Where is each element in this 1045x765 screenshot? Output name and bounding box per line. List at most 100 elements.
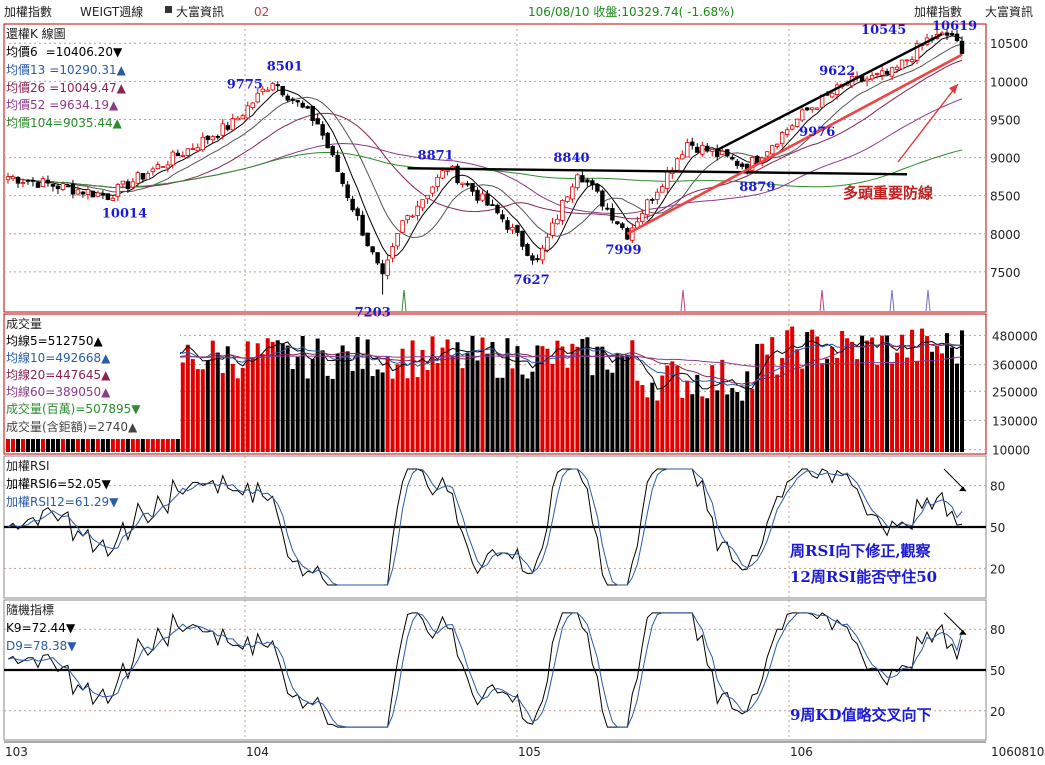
candle-down	[355, 208, 360, 216]
volume-bar-down	[960, 330, 964, 452]
volume-bar-up	[270, 341, 275, 452]
signal-spike	[925, 289, 931, 312]
kd-y-tick: 20	[990, 705, 1005, 719]
volume-bar-up	[190, 359, 195, 452]
rsi-annotation-line2: 12周RSI能否守住50	[790, 568, 937, 586]
candle-up	[510, 227, 515, 231]
rsi-series-2	[7, 468, 963, 586]
legend-vol-main: 成交量(百萬)=507895▼	[6, 401, 141, 416]
volume-bar-down	[535, 345, 540, 452]
candle-up	[430, 186, 435, 194]
candle-up	[210, 136, 215, 141]
candle-up	[155, 164, 161, 170]
volume-bar-down	[360, 368, 365, 452]
volume-bar-up	[925, 336, 930, 452]
candle-up	[395, 233, 400, 247]
candle-down	[490, 204, 495, 207]
volume-bar-up	[450, 355, 455, 452]
volume-bar-up	[780, 357, 785, 452]
volume-bar-down	[485, 353, 490, 452]
candle-up	[794, 118, 800, 127]
volume-bar-up	[700, 396, 705, 452]
candle-up	[230, 118, 235, 131]
candle-down	[495, 204, 500, 214]
volume-bar-down	[330, 378, 335, 452]
volume-bar-up	[265, 338, 270, 452]
candle-up	[914, 43, 920, 61]
candle-down	[615, 221, 620, 225]
volume-bar-up	[245, 341, 250, 452]
candle-up	[874, 72, 880, 75]
x-axis: 103 104 105 106 1060810	[4, 741, 1044, 759]
candle-down	[954, 33, 960, 41]
volume-bar-down	[725, 394, 730, 452]
volume-bar-down	[490, 341, 495, 452]
candle-up	[565, 196, 570, 202]
x-label-105: 105	[518, 745, 541, 759]
volume-y-tick: 130000	[992, 414, 1038, 428]
candle-down	[884, 71, 890, 75]
volume-bar-up	[550, 363, 555, 452]
candle-down	[30, 179, 36, 182]
candle-down	[705, 145, 710, 152]
chart-header: 加權指數 WEIGT週線 大富資訊 02 106/08/10 收盤:10329.…	[4, 4, 1033, 19]
legend-vol-ma5: 均線5=512750▲	[6, 333, 104, 348]
rising-trendline	[626, 53, 963, 236]
candle-up	[445, 169, 450, 172]
candle-up	[145, 173, 151, 180]
volume-bar-up	[210, 340, 215, 452]
volume-y-tick: 480000	[992, 329, 1038, 343]
candle-up	[560, 200, 565, 221]
volume-bar-up	[655, 400, 660, 452]
volume-bar-up	[775, 374, 780, 452]
volume-bar-up	[765, 354, 770, 452]
upper-channel-line	[716, 33, 943, 152]
volume-bar-up	[635, 380, 640, 452]
candle-up	[440, 170, 445, 179]
price-point-label: 8879	[739, 180, 775, 195]
volume-bar-down	[610, 372, 615, 452]
candle-up	[575, 174, 580, 189]
candle-down	[305, 106, 310, 109]
legend-k9: K9=72.44▼	[6, 621, 76, 635]
candle-down	[215, 136, 220, 138]
candle-down	[290, 98, 295, 101]
volume-bar-up	[575, 346, 580, 452]
candle-up	[420, 199, 425, 209]
candle-down	[25, 179, 31, 182]
candle-down	[330, 146, 335, 156]
candle-up	[630, 227, 635, 241]
candle-down	[225, 125, 230, 130]
volume-bar-up	[640, 385, 645, 452]
volume-bar-down	[500, 377, 505, 452]
volume-bar-down	[730, 388, 735, 452]
candle-down	[465, 183, 470, 186]
ma26-line	[7, 59, 963, 220]
candle-up	[255, 92, 260, 103]
rsi-y-tick: 20	[990, 562, 1005, 576]
candle-up	[75, 189, 81, 195]
candle-up	[460, 182, 465, 185]
volume-bar-up	[915, 360, 920, 452]
volume-bar-up	[260, 354, 265, 452]
price-point-label: 8840	[553, 151, 589, 166]
volume-bar-down	[620, 355, 625, 452]
legend-ma52: 均價52 =9634.19▲	[6, 98, 119, 112]
candle-down	[35, 182, 41, 188]
price-annotation: 多頭重要防線	[843, 184, 933, 202]
kd-y-tick: 50	[990, 664, 1005, 678]
volume-bar-up	[760, 343, 765, 452]
volume-bar-up	[200, 369, 205, 452]
volume-bar-up	[430, 336, 435, 452]
candle-up	[415, 205, 420, 216]
volume-bar-down	[320, 350, 325, 452]
signal-spike	[401, 289, 407, 312]
legend-vol-block: 成交量(含鉅額)=2740▲	[6, 419, 138, 434]
candle-up	[640, 213, 645, 222]
candle-down	[525, 244, 530, 256]
kd-annotation: 9周KD值略交叉向下	[790, 706, 931, 724]
candle-down	[350, 198, 355, 211]
volume-bar-down	[475, 360, 480, 452]
candle-up	[260, 88, 265, 93]
price-point-label: 10619	[932, 19, 977, 34]
